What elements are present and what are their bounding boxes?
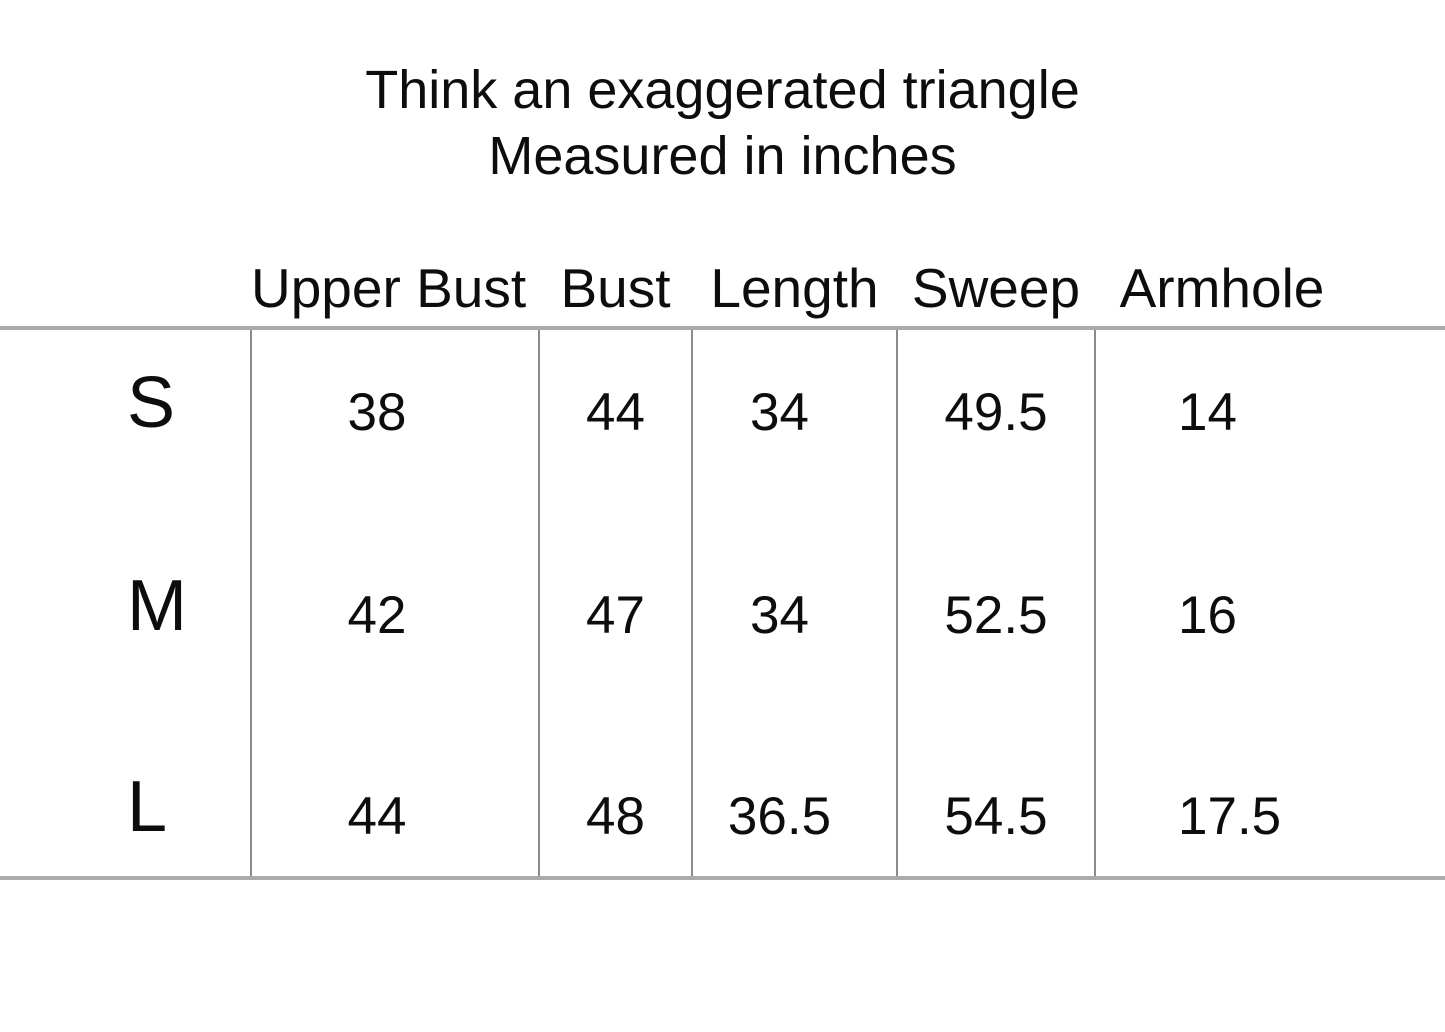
chart-title: Think an exaggerated triangle Measured i…: [0, 0, 1445, 189]
cell-m-length: 34: [692, 496, 898, 736]
header-armhole: Armhole: [1095, 189, 1445, 330]
cell-l-armhole: 17.5: [1095, 736, 1445, 880]
cell-l-bust: 48: [539, 736, 693, 880]
cell-l-sweep: 54.5: [897, 736, 1096, 880]
size-label-m: M: [0, 496, 252, 736]
header-length: Length: [692, 189, 897, 330]
title-line-2: Measured in inches: [488, 126, 957, 186]
size-table: Upper Bust Bust Length Sweep Armhole S 3…: [0, 189, 1445, 880]
cell-l-upper-bust: 44: [251, 736, 540, 880]
cell-m-sweep: 52.5: [897, 496, 1096, 736]
cell-s-upper-bust: 38: [251, 328, 540, 496]
cell-s-armhole: 14: [1178, 383, 1237, 443]
title-line-1: Think an exaggerated triangle: [365, 60, 1080, 120]
cell-m-bust: 47: [539, 496, 693, 736]
header-sweep: Sweep: [897, 189, 1095, 330]
size-label-s: S: [0, 328, 252, 496]
table-row-l: L 44 48 36.5 54.5 17.5: [0, 736, 1445, 880]
header-size: [0, 189, 251, 330]
size-label-l: L: [0, 736, 252, 880]
cell-l-length: 36.5: [692, 736, 898, 880]
cell-s-bust: 44: [539, 328, 693, 496]
table-row-s: S 38 44 34 49.5 14: [0, 328, 1445, 496]
header-row: Upper Bust Bust Length Sweep Armhole: [0, 189, 1445, 330]
header-upper-bust: Upper Bust: [251, 189, 539, 330]
cell-m-upper-bust: 42: [251, 496, 540, 736]
cell-s-sweep: 49.5: [897, 328, 1096, 496]
cell-m-armhole: 16: [1178, 586, 1237, 646]
header-bust: Bust: [539, 189, 692, 330]
cell-s-length: 34: [692, 328, 898, 496]
table-row-m: M 42 47 34 52.5 16: [0, 496, 1445, 736]
